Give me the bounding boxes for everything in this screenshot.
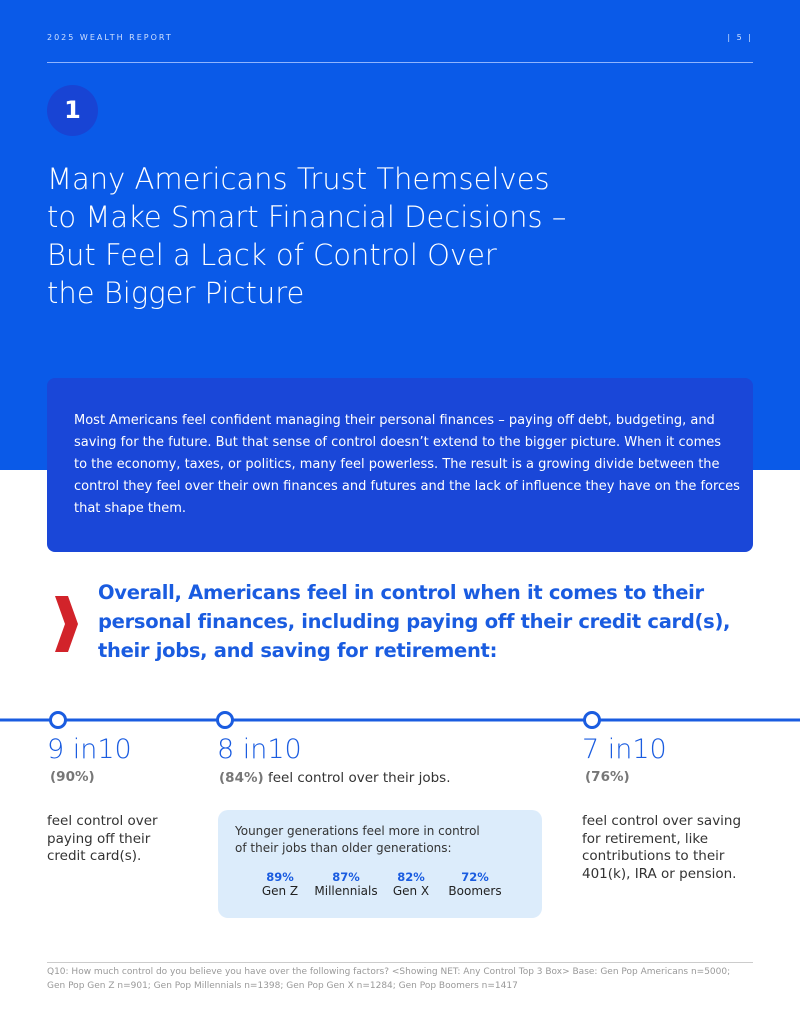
generation-label: Gen Z bbox=[261, 884, 299, 898]
stat-text: feel control over saving for retirement, … bbox=[582, 813, 741, 883]
footnote-line: Q10: How much control do you believe you… bbox=[47, 967, 731, 977]
stat-headline: 8 in10 bbox=[217, 734, 302, 765]
title-line: But Feel a Lack of Control Over bbox=[47, 238, 497, 272]
generation-label: Gen X bbox=[392, 884, 430, 898]
stat-percent: (76%) bbox=[585, 769, 630, 785]
stat-text-line: credit card(s). bbox=[47, 848, 142, 864]
footnote-rule bbox=[47, 962, 753, 963]
stat-percent: (90%) bbox=[50, 769, 95, 785]
header-rule bbox=[47, 62, 753, 63]
generation-value: 72% bbox=[461, 870, 489, 884]
generation-value: 82% bbox=[397, 870, 425, 884]
generations-box: Younger generations feel more in control… bbox=[218, 810, 542, 918]
stat-text-line: paying off their bbox=[47, 830, 151, 847]
stat-row: (84%) feel control over their jobs. bbox=[219, 770, 451, 786]
generation-label: Boomers bbox=[448, 884, 502, 898]
intro-line: Most Americans feel confident managing t… bbox=[74, 413, 715, 428]
title-line: Many Americans Trust Themselves bbox=[47, 162, 550, 196]
timeline bbox=[0, 711, 800, 729]
generations-intro-line: Younger generations feel more in control bbox=[235, 824, 480, 838]
generations-intro: Younger generations feel more in control… bbox=[235, 823, 480, 857]
section-number: 1 bbox=[47, 85, 98, 136]
callout-line: personal finances, including paying off … bbox=[98, 610, 731, 633]
stat-text-line: feel control over saving bbox=[582, 813, 742, 829]
chevron bbox=[55, 596, 78, 652]
callout: Overall, Americans feel in control when … bbox=[98, 578, 730, 665]
stat-text-line: feel control over bbox=[47, 813, 158, 829]
stat-text-line: 401(k), IRA or pension. bbox=[582, 865, 737, 882]
stat-percent: (84%) bbox=[219, 770, 264, 786]
generation-label: Millennials bbox=[314, 884, 378, 898]
generation-value: 87% bbox=[332, 870, 360, 884]
footnote: Q10: How much control do you believe you… bbox=[47, 965, 730, 993]
report-name: 2025 WEALTH REPORT bbox=[47, 33, 173, 42]
stat-text-line: for retirement, like bbox=[582, 830, 709, 847]
stat-text-line: contributions to their bbox=[582, 848, 725, 864]
intro-line: to the economy, taxes, or politics, many… bbox=[74, 457, 720, 472]
title: Many Americans Trust Themselves to Make S… bbox=[47, 160, 566, 312]
page-number: | 5 | bbox=[727, 33, 753, 42]
intro-box: Most Americans feel confident managing t… bbox=[47, 378, 753, 552]
intro-line: that shape them. bbox=[74, 501, 187, 516]
generation: 82% Gen X bbox=[371, 870, 451, 898]
generation: 87% Millennials bbox=[306, 870, 386, 898]
intro-text: Most Americans feel confident managing t… bbox=[74, 378, 740, 520]
generation: 89% Gen Z bbox=[240, 870, 320, 898]
stat-text: feel control over their jobs. bbox=[267, 770, 451, 786]
stat-headline: 7 in10 bbox=[582, 734, 667, 765]
generations-intro-line: of their jobs than older generations: bbox=[235, 841, 452, 855]
intro-line: saving for the future. But that sense of… bbox=[74, 435, 722, 450]
intro-line: control they feel over their own finance… bbox=[74, 479, 740, 494]
callout-line: their jobs, and saving for retirement: bbox=[98, 639, 498, 662]
footnote-line: Gen Pop Gen Z n=901; Gen Pop Millennials… bbox=[47, 981, 518, 991]
generation-value: 89% bbox=[266, 870, 294, 884]
title-line: the Bigger Picture bbox=[47, 276, 305, 310]
callout-line: Overall, Americans feel in control when … bbox=[98, 581, 704, 604]
title-line: to Make Smart Financial Decisions – bbox=[47, 200, 567, 234]
stat-headline: 9 in10 bbox=[47, 734, 132, 765]
stat-text: feel control over paying off their credit … bbox=[47, 813, 158, 866]
generation: 72% Boomers bbox=[435, 870, 515, 898]
